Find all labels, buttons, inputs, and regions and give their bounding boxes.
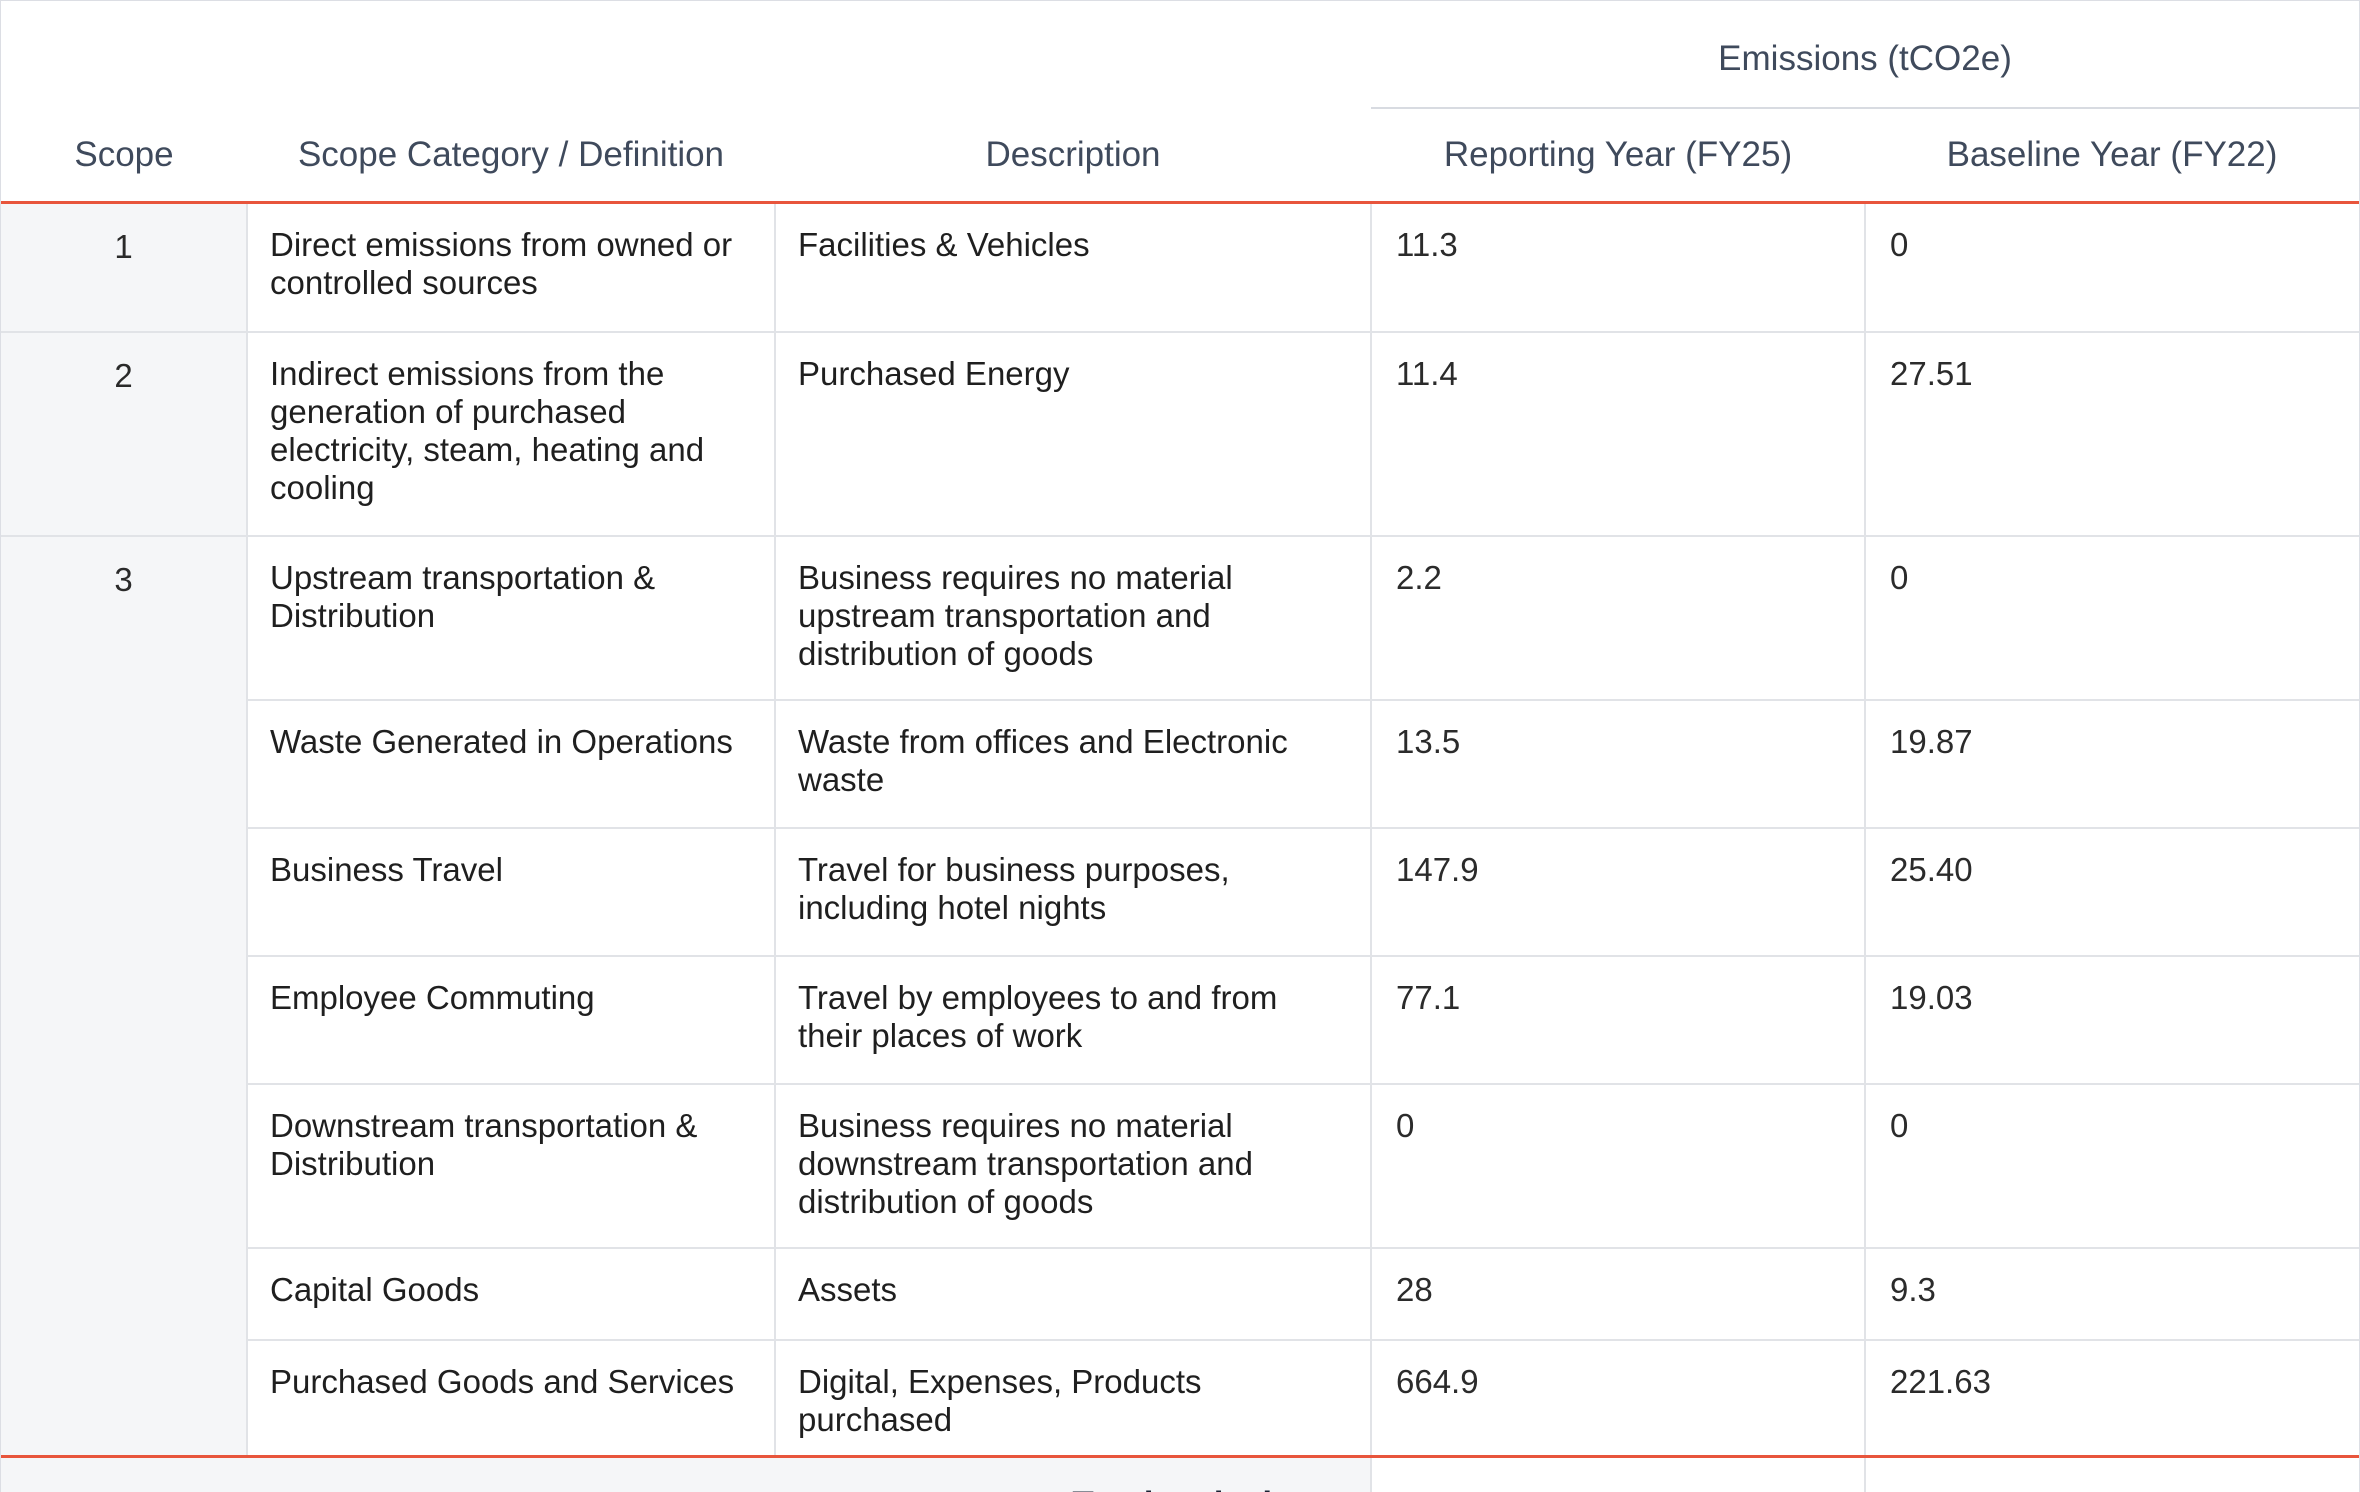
reporting-value-cell: 0 — [1371, 1084, 1866, 1249]
category-cell: Direct emissions from owned or controlle… — [247, 202, 776, 333]
table-row: Employee Commuting Travel by employees t… — [1, 956, 2360, 1085]
reporting-value-cell: 13.5 — [1371, 700, 1866, 829]
description-cell: Assets — [775, 1248, 1372, 1341]
total-baseline-value: 322.74 — [1865, 1455, 2360, 1492]
table-row: 1 Direct emissions from owned or control… — [1, 202, 2360, 333]
description-cell: Waste from offices and Electronic waste — [775, 700, 1372, 829]
reporting-value-cell: 11.3 — [1371, 202, 1866, 333]
description-cell: Business requires no material upstream t… — [775, 536, 1372, 701]
total-emissions-label: Total emissions: — [1, 1455, 1372, 1492]
reporting-value-cell: 2.2 — [1371, 536, 1866, 701]
table-body: 1 Direct emissions from owned or control… — [1, 202, 2360, 1458]
scope-column-header: Scope — [1, 108, 247, 204]
table-footer: Total emissions: 956.3 322.74 — [1, 1455, 2360, 1492]
total-row: Total emissions: 956.3 322.74 — [1, 1455, 2360, 1492]
reporting-year-column-header: Reporting Year (FY25) — [1371, 108, 1865, 204]
baseline-value-cell: 221.63 — [1865, 1340, 2360, 1458]
table-row: Capital Goods Assets 28 9.3 — [1, 1248, 2360, 1341]
description-cell: Digital, Expenses, Products purchased — [775, 1340, 1372, 1458]
baseline-value-cell: 0 — [1865, 536, 2360, 701]
table-row: 2 Indirect emissions from the generation… — [1, 332, 2360, 537]
category-column-header: Scope Category / Definition — [247, 108, 775, 204]
description-cell: Business requires no material downstream… — [775, 1084, 1372, 1249]
category-cell: Capital Goods — [247, 1248, 776, 1341]
scope-cell: 2 — [1, 332, 248, 537]
baseline-value-cell: 0 — [1865, 1084, 2360, 1249]
category-cell: Business Travel — [247, 828, 776, 957]
baseline-value-cell: 0 — [1865, 202, 2360, 333]
category-cell: Purchased Goods and Services — [247, 1340, 776, 1458]
reporting-value-cell: 147.9 — [1371, 828, 1866, 957]
description-cell: Purchased Energy — [775, 332, 1372, 537]
reporting-value-cell: 664.9 — [1371, 1340, 1866, 1458]
description-cell: Travel by employees to and from their pl… — [775, 956, 1372, 1085]
category-cell: Employee Commuting — [247, 956, 776, 1085]
reporting-value-cell: 28 — [1371, 1248, 1866, 1341]
baseline-value-cell: 19.03 — [1865, 956, 2360, 1085]
total-reporting-value: 956.3 — [1371, 1455, 1866, 1492]
emissions-group-header: Emissions (tCO2e) — [1371, 1, 2360, 109]
description-cell: Travel for business purposes, including … — [775, 828, 1372, 957]
baseline-value-cell: 27.51 — [1865, 332, 2360, 537]
table-row: Purchased Goods and Services Digital, Ex… — [1, 1340, 2360, 1458]
header-spacer — [1, 1, 1371, 108]
category-cell: Waste Generated in Operations — [247, 700, 776, 829]
baseline-value-cell: 25.40 — [1865, 828, 2360, 957]
table-header: Emissions (tCO2e) Scope Scope Category /… — [1, 1, 2360, 204]
reporting-value-cell: 11.4 — [1371, 332, 1866, 537]
scope-cell: 3 — [1, 536, 248, 1457]
baseline-value-cell: 19.87 — [1865, 700, 2360, 829]
reporting-value-cell: 77.1 — [1371, 956, 1866, 1085]
description-column-header: Description — [775, 108, 1371, 204]
description-cell: Facilities & Vehicles — [775, 202, 1372, 333]
table-row: Waste Generated in Operations Waste from… — [1, 700, 2360, 829]
table-row: Downstream transportation & Distribution… — [1, 1084, 2360, 1249]
category-cell: Downstream transportation & Distribution — [247, 1084, 776, 1249]
category-cell: Upstream transportation & Distribution — [247, 536, 776, 701]
table-row: Business Travel Travel for business purp… — [1, 828, 2360, 957]
table-row: 3 Upstream transportation & Distribution… — [1, 536, 2360, 1457]
scope-cell: 1 — [1, 202, 248, 333]
baseline-year-column-header: Baseline Year (FY22) — [1865, 108, 2360, 204]
baseline-value-cell: 9.3 — [1865, 1248, 2360, 1341]
category-cell: Indirect emissions from the generation o… — [247, 332, 776, 537]
